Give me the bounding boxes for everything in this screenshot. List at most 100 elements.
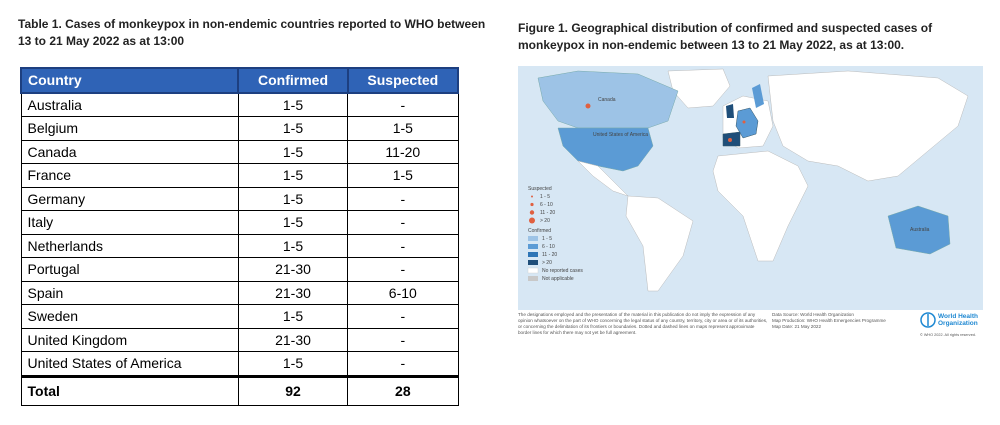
- table-cell: Germany: [20, 186, 239, 211]
- table-cell: 1-5: [237, 186, 349, 211]
- suspected-marker: [728, 138, 732, 142]
- total-cell: Total: [20, 374, 239, 406]
- cases-table: Country Confirmed Suspected Australia 1-5- B…: [19, 67, 460, 406]
- legend-marker: [529, 217, 535, 224]
- legend: Suspected 1 - 5 6 - 10 11 - 20 > 20 Confirmed…: [527, 186, 583, 282]
- table-row: Germany 1-5-: [20, 186, 459, 211]
- australia: [887, 205, 951, 255]
- table-cell: Canada: [20, 139, 239, 164]
- table-cell: Australia: [20, 92, 239, 117]
- source-line: Data Source: World Health Organization: [772, 312, 854, 317]
- legend-label: No reported cases: [542, 268, 583, 274]
- table-row: Italy 1-5-: [20, 210, 459, 235]
- map-label: United States of America: [593, 132, 648, 138]
- table-cell: 6-10: [347, 280, 459, 305]
- suspected-marker: [585, 103, 591, 109]
- map: Canada United States of America Australi…: [518, 66, 983, 310]
- who-logo: [920, 312, 936, 328]
- usa: [557, 127, 654, 172]
- table-cell: 1-5: [237, 233, 349, 258]
- legend-label: 1 - 5: [540, 194, 550, 200]
- table-cell: Portugal: [20, 257, 239, 282]
- legend-swatch: [528, 260, 538, 265]
- legend-swatch: [528, 252, 538, 257]
- sweden: [752, 84, 764, 108]
- table-row: Belgium 1-5 1-5: [20, 116, 459, 141]
- uk: [726, 104, 734, 118]
- table-row: United States of America 1-5-: [20, 351, 459, 377]
- total-cell: 28: [347, 374, 459, 406]
- table-cell: -: [347, 304, 459, 329]
- table-cell: -: [347, 351, 459, 377]
- header-cell: Confirmed: [237, 67, 349, 94]
- table-cell: -: [347, 92, 459, 117]
- legend-marker: [531, 195, 533, 198]
- table-cell: Netherlands: [20, 233, 239, 258]
- table-cell: 1-5: [347, 116, 459, 141]
- table-cell: -: [347, 327, 459, 352]
- table-cell: Sweden: [20, 304, 239, 329]
- legend-swatch: [528, 276, 538, 281]
- table-row: Netherlands 1-5-: [20, 233, 459, 258]
- header-cell: Suspected: [346, 67, 460, 94]
- source-line: Map Date: 21 May 2022: [772, 324, 822, 329]
- table-cell: 1-5: [237, 116, 349, 141]
- table-row: Sweden 1-5-: [20, 304, 459, 329]
- disclaimer: The designations employed and the presen…: [518, 312, 768, 335]
- table-row: Portugal 21-30-: [20, 257, 459, 282]
- table-cell: -: [347, 233, 459, 258]
- legend-label: > 20: [542, 260, 552, 266]
- table-cell: United States of America: [20, 351, 239, 377]
- who-name: World Health Organization: [938, 313, 978, 327]
- source-line: Map Production: WHO Health Emergencies P…: [772, 318, 886, 323]
- legend-marker: [530, 202, 534, 207]
- africa: [712, 150, 809, 262]
- map-label: Canada: [598, 97, 616, 103]
- header-row: Country Confirmed Suspected: [19, 67, 460, 94]
- legend-marker: [529, 210, 535, 215]
- legend-label: Not applicable: [542, 276, 574, 282]
- header-cell: Country: [19, 67, 240, 94]
- legend-label: 1 - 5: [542, 236, 552, 242]
- table-cell: 1-5: [237, 139, 349, 164]
- table-row: Australia 1-5-: [20, 92, 459, 117]
- suspected-marker: [742, 120, 746, 124]
- table-cell: Spain: [20, 280, 239, 305]
- map-label: Australia: [910, 227, 930, 233]
- legend-label: 11 - 20: [540, 210, 555, 216]
- central-europe: [735, 107, 759, 139]
- table-row: United Kingdom 21-30-: [20, 327, 459, 352]
- table-cell: -: [347, 257, 459, 282]
- legend-title: Suspected: [528, 186, 552, 192]
- table-cell: 1-5: [237, 163, 349, 188]
- copyright: © WHO 2022. All rights reserved.: [920, 333, 976, 337]
- table-cell: 1-5: [237, 92, 349, 117]
- table-row: Canada 1-5 11-20: [20, 139, 459, 164]
- table-cell: 1-5: [237, 304, 349, 329]
- table-title: Table 1. Cases of monkeypox in non-endem…: [18, 17, 486, 48]
- legend-swatch: [527, 267, 539, 274]
- table-cell: Italy: [20, 210, 239, 235]
- table-cell: 1-5: [237, 210, 349, 235]
- table-row: Spain 21-30 6-10: [20, 280, 459, 305]
- table-cell: 1-5: [237, 351, 349, 377]
- legend-label: 6 - 10: [542, 244, 555, 250]
- legend-swatch: [528, 244, 538, 249]
- table-cell: 21-30: [237, 257, 349, 282]
- south-america: [625, 195, 694, 292]
- table-cell: Belgium: [20, 116, 239, 141]
- legend-label: > 20: [540, 218, 550, 224]
- table-cell: -: [347, 210, 459, 235]
- asia: [767, 70, 969, 182]
- legend-label: 6 - 10: [540, 202, 553, 208]
- legend-label: 11 - 20: [542, 252, 557, 258]
- figure-title: Figure 1. Geographical distribution of c…: [518, 21, 933, 52]
- table-cell: France: [20, 163, 239, 188]
- total-cell: 92: [237, 374, 349, 406]
- table-cell: 1-5: [347, 163, 459, 188]
- table-cell: 11-20: [347, 139, 459, 164]
- table-cell: -: [347, 186, 459, 211]
- source: Data Source: World Health Organization M…: [772, 312, 902, 330]
- table-cell: 21-30: [237, 280, 349, 305]
